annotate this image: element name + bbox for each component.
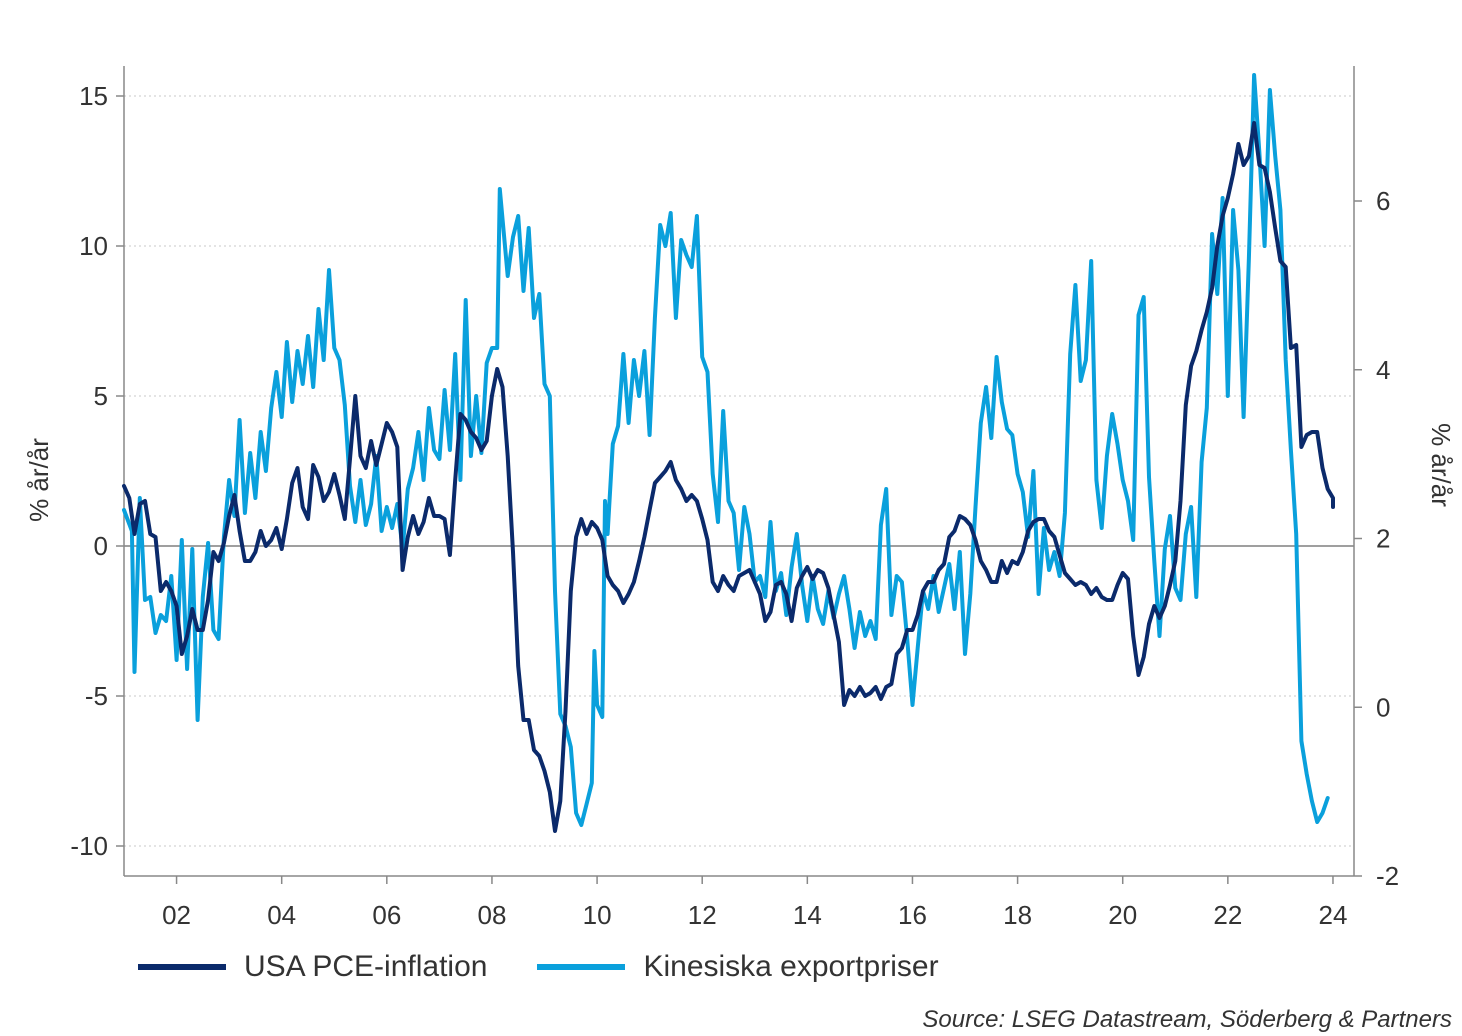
x-tick-label: 16 bbox=[898, 900, 927, 930]
series-lines bbox=[122, 73, 1335, 833]
x-tick-label: 08 bbox=[477, 900, 506, 930]
series-line-usa-pce-inflation bbox=[122, 121, 1335, 833]
x-tick-label: 18 bbox=[1003, 900, 1032, 930]
y-right-tick-label: 2 bbox=[1376, 524, 1390, 554]
legend-swatch-china bbox=[537, 964, 626, 970]
x-tick-label: 10 bbox=[583, 900, 612, 930]
x-tick-label: 02 bbox=[162, 900, 191, 930]
x-tick-label: 12 bbox=[688, 900, 717, 930]
x-tick-label: 06 bbox=[372, 900, 401, 930]
axes bbox=[116, 66, 1362, 884]
y-right-tick-label: 4 bbox=[1376, 355, 1390, 385]
x-tick-label: 22 bbox=[1213, 900, 1242, 930]
y-right-tick-label: 6 bbox=[1376, 186, 1390, 216]
gridlines bbox=[124, 95, 1354, 847]
series-line-kinesiska-exportpriser bbox=[122, 73, 1330, 827]
legend-item-pce: USA PCE-inflation bbox=[138, 950, 487, 984]
y-left-tick-label: -5 bbox=[85, 681, 108, 711]
y-left-tick-label: 5 bbox=[94, 381, 108, 411]
legend-label-pce: USA PCE-inflation bbox=[244, 950, 488, 983]
y-left-tick-label: 15 bbox=[79, 81, 108, 111]
x-tick-label: 24 bbox=[1319, 900, 1348, 930]
y-left-tick-label: 10 bbox=[79, 231, 108, 261]
legend-swatch-pce bbox=[138, 964, 226, 970]
x-tick-label: 14 bbox=[793, 900, 822, 930]
y-right-tick-label: 0 bbox=[1376, 692, 1390, 722]
x-tick-label: 04 bbox=[267, 900, 296, 930]
y-left-tick-label: -10 bbox=[70, 831, 108, 861]
y-axis-left-title: % år/år bbox=[24, 438, 54, 522]
legend-item-china: Kinesiska exportpriser bbox=[537, 950, 939, 984]
legend: USA PCE-inflation Kinesiska exportpriser bbox=[138, 950, 989, 984]
x-tick-label: 20 bbox=[1108, 900, 1137, 930]
y-left-tick-label: 0 bbox=[94, 531, 108, 561]
y-axis-right-title: % år/år bbox=[1426, 423, 1456, 507]
y-right-tick-label: -2 bbox=[1376, 861, 1399, 891]
source-note: Source: LSEG Datastream, Söderberg & Par… bbox=[922, 1006, 1452, 1033]
legend-label-china: Kinesiska exportpriser bbox=[643, 950, 939, 983]
